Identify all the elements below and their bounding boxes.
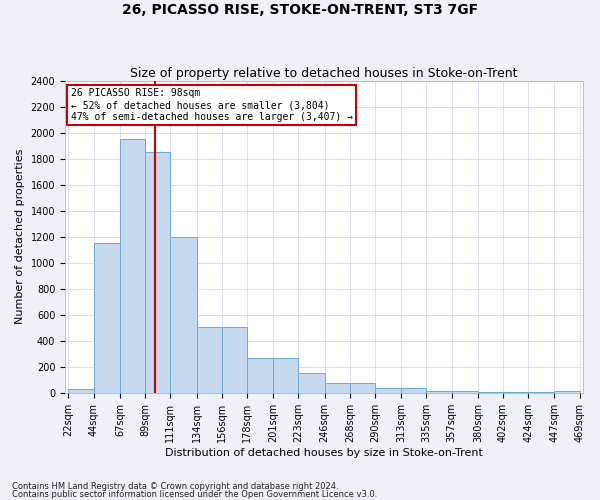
Bar [528, 392, 554, 393]
Text: 26, PICASSO RISE, STOKE-ON-TRENT, ST3 7GF: 26, PICASSO RISE, STOKE-ON-TRENT, ST3 7G… [122, 2, 478, 16]
Bar [554, 391, 580, 393]
Bar [247, 358, 273, 393]
Bar [478, 392, 503, 393]
Title: Size of property relative to detached houses in Stoke-on-Trent: Size of property relative to detached ho… [130, 66, 518, 80]
Text: 26 PICASSO RISE: 98sqm
← 52% of detached houses are smaller (3,804)
47% of semi-: 26 PICASSO RISE: 98sqm ← 52% of detached… [71, 88, 353, 122]
Bar [427, 391, 452, 393]
Bar [452, 391, 478, 393]
Bar [273, 358, 298, 393]
X-axis label: Distribution of detached houses by size in Stoke-on-Trent: Distribution of detached houses by size … [165, 448, 483, 458]
Bar [197, 326, 222, 393]
Bar [222, 326, 247, 393]
Bar [375, 388, 401, 393]
Text: Contains public sector information licensed under the Open Government Licence v3: Contains public sector information licen… [12, 490, 377, 499]
Y-axis label: Number of detached properties: Number of detached properties [15, 149, 25, 324]
Bar [170, 237, 197, 393]
Bar [350, 383, 375, 393]
Bar [68, 389, 94, 393]
Bar [120, 139, 145, 393]
Bar [401, 388, 427, 393]
Bar [325, 383, 350, 393]
Bar [503, 392, 528, 393]
Bar [298, 372, 325, 393]
Text: Contains HM Land Registry data © Crown copyright and database right 2024.: Contains HM Land Registry data © Crown c… [12, 482, 338, 491]
Bar [145, 152, 170, 393]
Bar [94, 244, 120, 393]
